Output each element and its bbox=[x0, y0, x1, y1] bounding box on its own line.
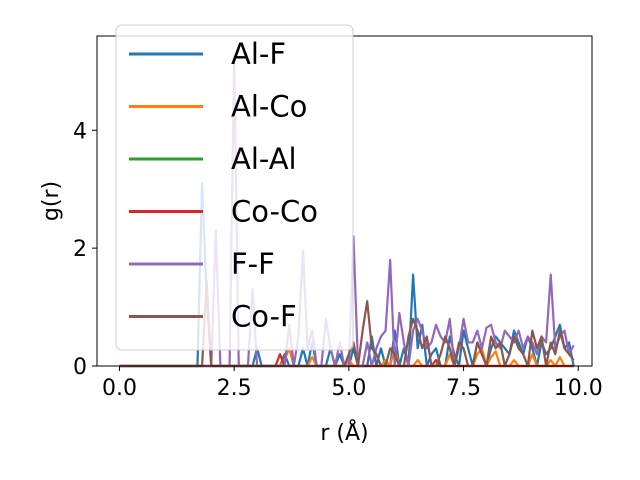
x-tick-label: 2.5 bbox=[217, 376, 252, 401]
y-tick-label: 2 bbox=[73, 237, 87, 262]
y-axis: 0 2 4 bbox=[73, 119, 97, 380]
y-tick-label: 4 bbox=[73, 119, 87, 144]
legend-label-co-f: Co-F bbox=[231, 300, 297, 334]
x-axis: 0.0 2.5 5.0 7.5 10.0 bbox=[102, 366, 603, 401]
legend-label-al-al: Al-Al bbox=[231, 142, 297, 176]
x-tick-label: 10.0 bbox=[554, 376, 603, 401]
legend-label-f-f: F-F bbox=[231, 247, 275, 281]
x-tick-label: 5.0 bbox=[331, 376, 366, 401]
legend-label-al-f: Al-F bbox=[231, 37, 286, 71]
legend: Al-F Al-Co Al-Al Co-Co F-F Co-F bbox=[115, 24, 354, 351]
x-tick-label: 7.5 bbox=[446, 376, 481, 401]
y-tick-label: 0 bbox=[73, 355, 87, 380]
legend-label-co-co: Co-Co bbox=[231, 195, 318, 229]
x-axis-label: r (Å) bbox=[320, 419, 368, 446]
y-axis-label: g(r) bbox=[39, 181, 64, 221]
legend-label-al-co: Al-Co bbox=[231, 90, 307, 124]
x-tick-label: 0.0 bbox=[102, 376, 137, 401]
